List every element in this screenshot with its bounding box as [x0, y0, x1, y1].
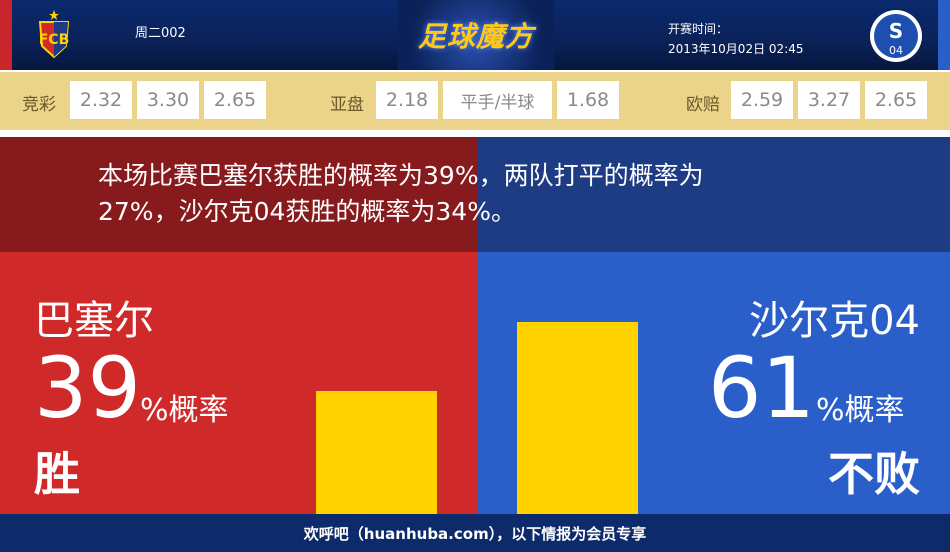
match-number: 周二002 [135, 26, 186, 41]
svg-text:04: 04 [889, 44, 903, 57]
oupei-away-odds: 2.65 [865, 81, 927, 119]
app-logo: 足球魔方 [398, 0, 554, 70]
oupei-home-odds: 2.59 [731, 81, 793, 119]
oupei-draw-odds: 3.27 [798, 81, 860, 119]
jingcai-away-odds: 2.65 [204, 81, 266, 119]
home-probability-bar [316, 391, 437, 514]
summary-home-bg [0, 137, 477, 252]
home-unit: %概率 [140, 393, 229, 428]
home-team-name: 巴塞尔 [34, 298, 154, 344]
yapan-handicap: 平手/半球 [443, 81, 552, 119]
home-result: 胜 [34, 447, 80, 501]
probability-summary: 本场比赛巴塞尔获胜的概率为39%，两队打平的概率为 27%，沙尔克04获胜的概率… [98, 158, 858, 230]
yapan-away-odds: 1.68 [557, 81, 619, 119]
yapan-label: 亚盘 [330, 95, 364, 115]
kickoff-time: 2013年10月02日 02:45 [668, 42, 804, 56]
schalke-crest-icon: S 04 [870, 10, 922, 62]
summary-line-2: 27%，沙尔克04获胜的概率为34%。 [98, 197, 516, 226]
yapan-home-odds: 2.18 [376, 81, 438, 119]
away-unit: %概率 [816, 393, 905, 428]
summary-away-bg [477, 137, 950, 252]
oupei-label: 欧赔 [686, 95, 720, 115]
footer-banner: 欢呼吧（huanhuba.com），以下情报为会员专享 [0, 514, 950, 552]
away-probability-bar [517, 322, 638, 514]
jingcai-home-odds: 2.32 [70, 81, 132, 119]
odds-bar: 竞彩 2.32 3.30 2.65 亚盘 2.18 平手/半球 1.68 欧赔 … [0, 72, 950, 130]
kickoff-label: 开赛时间： [668, 22, 729, 36]
svg-text:FCB: FCB [39, 32, 70, 48]
summary-line-1: 本场比赛巴塞尔获胜的概率为39%，两队打平的概率为 [98, 161, 704, 190]
away-color-edge [938, 0, 950, 70]
jingcai-draw-odds: 3.30 [137, 81, 199, 119]
away-team-name: 沙尔克04 [749, 298, 920, 344]
home-percent: 39 [34, 339, 141, 437]
away-result: 不败 [828, 447, 920, 501]
home-color-edge [0, 0, 12, 70]
basel-crest-icon: FCB [39, 10, 70, 58]
jingcai-label: 竞彩 [22, 95, 56, 115]
svg-text:S: S [889, 19, 903, 43]
away-percent: 61 [708, 339, 815, 437]
